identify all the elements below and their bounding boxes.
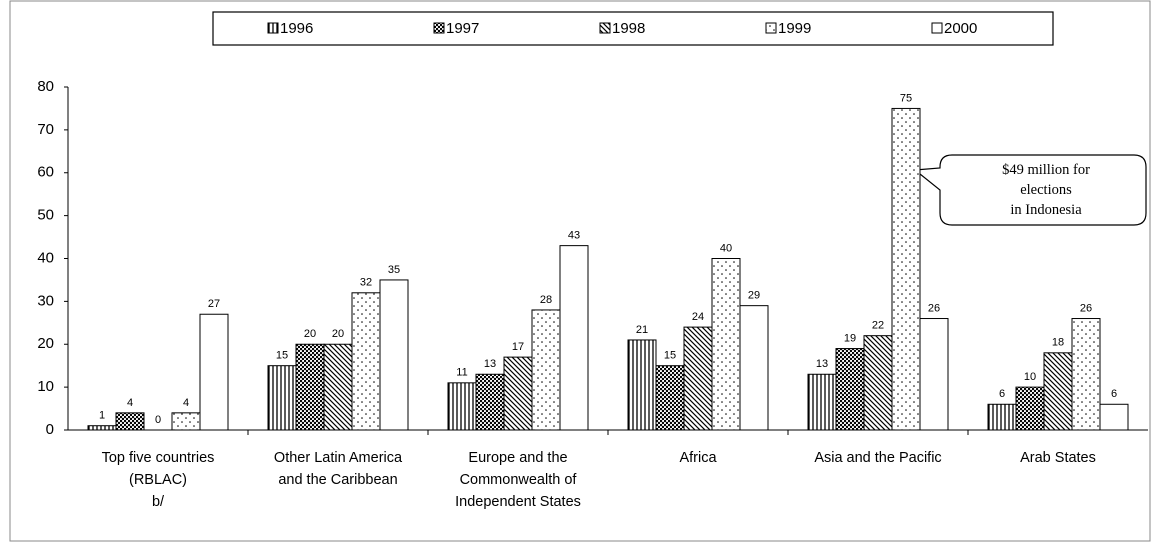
y-tick-label: 80 [37, 78, 54, 95]
value-label: 13 [484, 358, 496, 370]
x-tick-label: Africa [679, 450, 717, 466]
bar [199, 313, 229, 431]
legend-label: 1999 [778, 20, 811, 37]
value-label: 11 [456, 367, 467, 379]
value-label: 28 [540, 294, 552, 306]
bar [919, 318, 949, 431]
bar [835, 348, 865, 431]
bar [87, 425, 117, 431]
bar [1043, 352, 1073, 431]
x-tick-label: Europe and the Commonwealth of Independe… [455, 450, 581, 510]
bar [807, 373, 837, 431]
bar [171, 412, 201, 431]
bar [559, 245, 589, 431]
bar [1099, 403, 1129, 431]
bar [379, 279, 409, 431]
bar [863, 335, 893, 431]
y-tick-label: 0 [46, 421, 54, 438]
legend-swatch [765, 22, 777, 34]
value-label: 20 [332, 328, 344, 340]
bar [323, 343, 353, 431]
value-label: 29 [748, 290, 760, 302]
value-label: 15 [276, 350, 288, 362]
value-label: 4 [183, 397, 189, 409]
bar [295, 343, 325, 431]
legend-swatch [433, 22, 445, 34]
value-label: 22 [872, 320, 884, 332]
value-label: 1 [99, 410, 105, 422]
value-label: 0 [155, 414, 161, 426]
y-tick-label: 20 [37, 335, 54, 352]
x-tick-label: Top five countries (RBLAC) b/ [101, 450, 215, 510]
value-label: 19 [844, 332, 856, 344]
bar [531, 309, 561, 431]
legend-box [212, 11, 1054, 46]
value-label: 13 [816, 358, 828, 370]
x-tick-label: Other Latin America and the Caribbean [273, 450, 403, 488]
bar [655, 365, 685, 431]
y-tick-label: 60 [37, 164, 54, 181]
bar [683, 326, 713, 431]
x-tick-label: Asia and the Pacific [814, 450, 942, 466]
bar [267, 365, 297, 431]
value-label: 18 [1052, 337, 1064, 349]
bar [351, 292, 381, 431]
bar [711, 258, 741, 431]
value-label: 20 [304, 328, 316, 340]
value-label: 32 [360, 277, 372, 289]
legend-swatch [931, 22, 943, 34]
legend-label: 1997 [446, 20, 479, 37]
y-tick-label: 10 [37, 378, 54, 395]
value-label: 17 [512, 341, 524, 353]
bar [475, 373, 505, 431]
callout [913, 154, 1147, 226]
value-label: 6 [999, 388, 1005, 400]
legend-swatch [267, 22, 279, 34]
y-tick-label: 40 [37, 249, 54, 266]
annotation: $49 million for elections in Indonesia [1002, 162, 1090, 218]
y-tick-label: 50 [37, 207, 54, 224]
legend-label: 1998 [612, 20, 645, 37]
legend-label: 1996 [280, 20, 313, 37]
value-label: 6 [1111, 388, 1117, 400]
bar [987, 403, 1017, 431]
frame [9, 0, 1151, 542]
value-label: 26 [928, 302, 940, 314]
legend-swatch [599, 22, 611, 34]
bar [447, 382, 477, 431]
bar [115, 412, 145, 431]
value-label: 27 [208, 298, 220, 310]
bar [627, 339, 657, 431]
bar [891, 107, 921, 431]
value-label: 43 [568, 230, 580, 242]
value-label: 15 [664, 350, 676, 362]
bar [503, 356, 533, 431]
value-label: 26 [1080, 302, 1092, 314]
legend-label: 2000 [944, 20, 977, 37]
value-label: 40 [720, 242, 732, 254]
y-tick-label: 30 [37, 292, 54, 309]
bar [1071, 318, 1101, 431]
value-label: 10 [1024, 371, 1036, 383]
x-tick-label: Arab States [1020, 450, 1096, 466]
value-label: 35 [388, 264, 400, 276]
bar [739, 305, 769, 431]
value-label: 21 [636, 324, 648, 336]
value-label: 24 [692, 311, 704, 323]
y-tick-label: 70 [37, 121, 54, 138]
value-label: 4 [127, 397, 133, 409]
value-label: 75 [900, 92, 912, 104]
bar [1015, 386, 1045, 431]
